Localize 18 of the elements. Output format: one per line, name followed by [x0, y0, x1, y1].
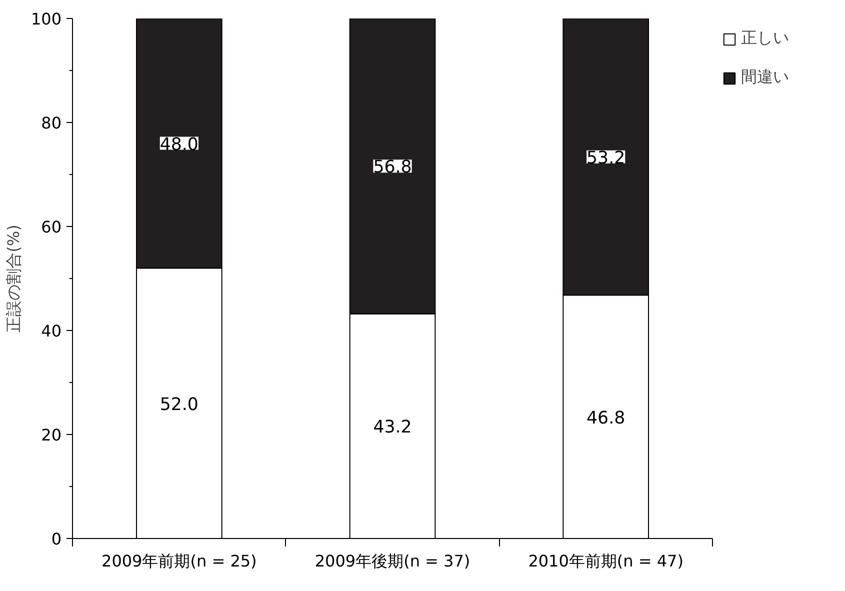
y-tick-label: 40: [41, 322, 62, 340]
x-tick-label: 2009年前期(n = 25): [102, 552, 257, 570]
data-label: 46.8: [586, 408, 626, 428]
legend-label: 正しい: [741, 28, 789, 49]
y-tick-label: 100: [30, 10, 62, 28]
data-label: 56.8: [373, 158, 412, 178]
data-label: 43.2: [373, 418, 412, 438]
y-tick-label: 60: [41, 218, 62, 236]
data-label: 48.0: [160, 134, 198, 155]
legend-label: 間違い: [741, 67, 789, 88]
y-tick-label: 20: [41, 426, 62, 444]
y-axis-title: 正誤の割合(%): [4, 224, 23, 332]
data-label: 53.2: [586, 148, 626, 168]
x-tick-label: 2009年後期(n = 37): [314, 552, 470, 570]
data-label: 52.0: [160, 394, 198, 415]
y-tick-label: 0: [51, 530, 62, 548]
y-tick-label: 80: [41, 114, 62, 132]
x-tick-label: 2010年前期(n = 47): [528, 552, 684, 570]
